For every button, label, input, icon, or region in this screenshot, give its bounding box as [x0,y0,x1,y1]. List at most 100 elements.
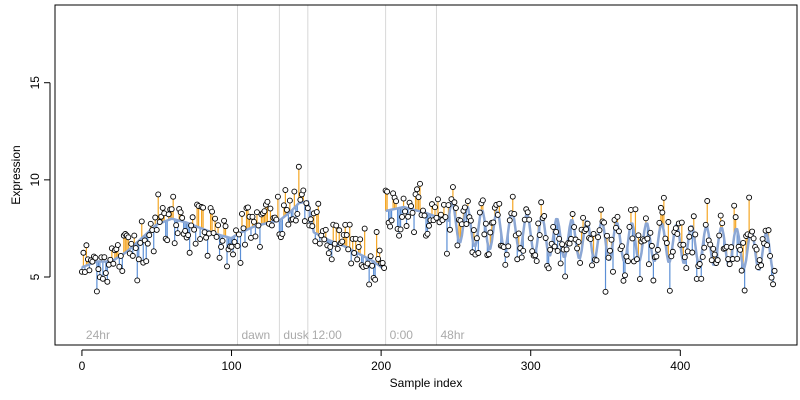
data-point [239,210,245,217]
data-point [144,240,151,247]
data-point [376,247,383,254]
data-point [605,254,612,261]
y-axis: 5 10 15 [28,76,51,280]
data-point [408,203,414,210]
data-point [304,205,311,212]
data-point [647,229,654,236]
data-point [348,260,355,267]
data-point [610,268,616,275]
data-point [533,258,540,265]
data-point [710,245,717,252]
plot-frame [54,4,798,346]
data-point [155,191,162,198]
data-point [536,232,543,238]
data-point [547,246,554,253]
data-point [110,260,117,267]
data-point [297,196,304,203]
data-point [221,217,227,224]
x-tick-label: 0 [79,359,86,373]
x-tick-label: 200 [371,359,391,373]
data-point [660,194,667,201]
data-point [251,218,257,225]
data-point [557,260,564,267]
data-point [435,196,441,203]
phase-label: 24hr [86,328,110,342]
data-point [245,204,251,211]
data-point [165,211,172,218]
data-point [463,221,470,227]
data-point [331,240,338,247]
data-point [587,236,594,243]
data-point [215,222,222,229]
data-point [562,273,569,280]
data-point [475,250,482,256]
data-point [518,254,525,261]
data-point [467,217,474,224]
data-point [321,236,328,243]
data-point [307,216,314,223]
data-point [559,241,566,248]
data-point [686,233,693,240]
data-point [131,232,138,239]
data-point [650,277,657,284]
data-point [524,209,531,216]
phase-label: 48hr [440,328,464,342]
data-point [388,217,395,224]
phase-label: dusk [283,328,309,342]
data-point [482,220,489,227]
data-point [230,251,236,258]
data-point [379,259,386,266]
x-tick-label: 100 [222,359,242,373]
data-point [357,236,364,243]
data-point [737,246,744,253]
data-point [325,250,332,257]
data-point [291,188,298,195]
data-point [590,230,597,237]
data-point [354,256,361,263]
data-point [595,234,601,241]
data-point [563,246,570,253]
data-point [620,277,627,284]
data-point [283,206,290,213]
data-point [322,226,329,233]
data-point [114,242,121,248]
data-point [409,209,416,216]
data-point [216,254,223,261]
data-point [740,239,747,246]
data-point [147,220,154,227]
phase-label: 12:00 [312,328,342,342]
data-point [400,195,407,202]
data-point [734,255,741,262]
data-point [267,205,274,212]
data-point [681,254,688,261]
data-point [372,276,379,283]
data-point [261,208,268,215]
data-point [280,202,287,209]
data-point [99,275,106,282]
data-point [511,210,518,217]
data-point [343,232,350,238]
data-point [132,245,139,252]
data-point [204,252,211,259]
phase-label: dawn [242,328,271,342]
data-point [575,238,582,245]
data-point [164,237,171,244]
data-point [690,213,697,220]
data-point [692,231,699,238]
data-point [156,219,163,225]
data-point [224,263,230,270]
x-axis-label: Sample index [390,376,463,390]
data-point [137,239,144,246]
data-point [95,266,102,273]
data-point [255,222,262,229]
data-point [442,214,449,221]
data-point [503,251,510,258]
data-point [171,240,178,247]
data-point [633,256,640,263]
data-point [303,200,310,207]
data-point [222,223,229,230]
data-point [574,245,581,252]
data-point [387,223,394,230]
data-point [702,221,709,228]
data-point [355,244,362,250]
